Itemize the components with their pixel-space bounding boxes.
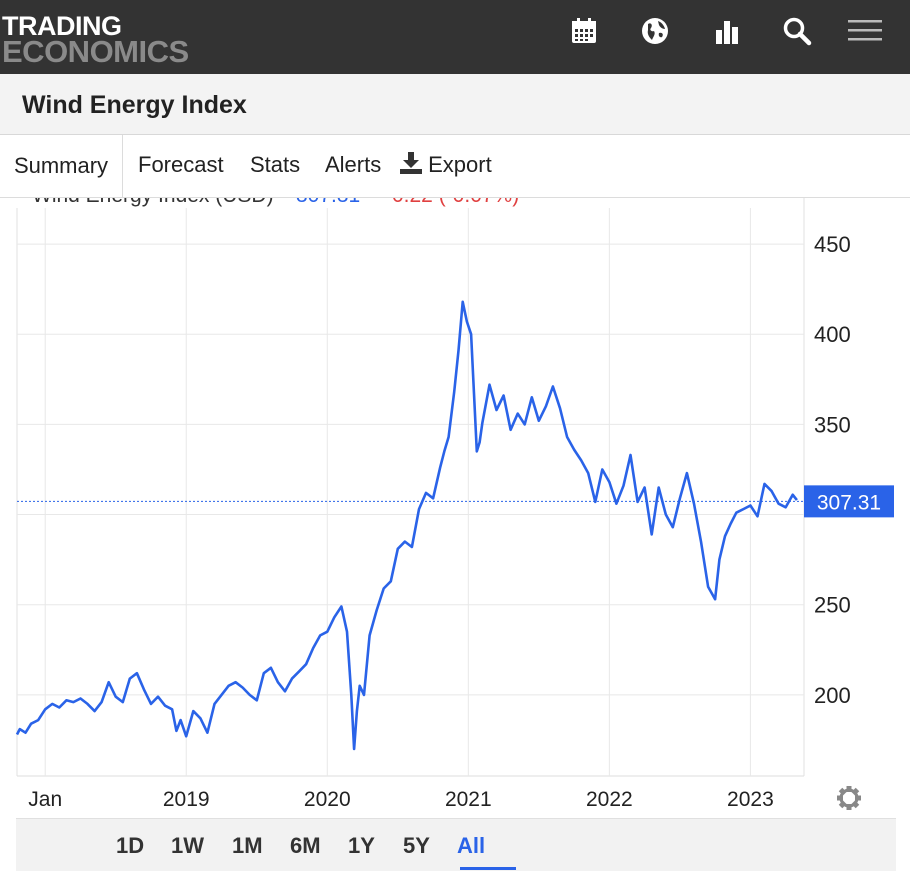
y-tick-label: 400	[814, 322, 851, 347]
tab-bar: Summary Forecast Stats Alerts Export	[0, 135, 910, 198]
y-tick-label: 200	[814, 683, 851, 708]
x-tick-label: 2023	[727, 788, 774, 811]
chart-legend-change: -0.22 (-0.07%)	[385, 198, 519, 207]
tab-stats[interactable]: Stats	[250, 152, 300, 178]
last-value-label: 307.31	[817, 491, 881, 514]
range-all[interactable]: All	[457, 833, 486, 858]
calendar-icon[interactable]	[569, 16, 599, 46]
range-active-indicator	[460, 867, 516, 870]
bar-chart-icon[interactable]	[712, 16, 742, 46]
search-icon[interactable]	[782, 16, 812, 46]
tab-forecast[interactable]: Forecast	[138, 152, 224, 178]
range-1m[interactable]: 1M	[232, 833, 263, 858]
tab-alerts[interactable]: Alerts	[325, 152, 381, 178]
price-chart[interactable]: 200 250 350 400 450 Jan 2019 2020 2021 2022 2023 30…	[0, 184, 910, 883]
tab-forecast-label: Forecast	[138, 152, 224, 177]
range-1d[interactable]: 1D	[116, 833, 145, 858]
chart-legend-price: 307.31	[296, 198, 360, 207]
price-series-line	[15, 300, 798, 751]
range-selector: 1D 1W 1M 6M 1Y 5Y All	[16, 818, 896, 871]
tab-export-label: Export	[428, 152, 492, 177]
tab-alerts-label: Alerts	[325, 152, 382, 177]
brand-logo[interactable]: TRADING ECONOMICS	[2, 11, 189, 69]
range-1y[interactable]: 1Y	[348, 833, 375, 858]
globe-icon[interactable]	[640, 16, 670, 46]
x-tick-label: 2022	[586, 788, 633, 811]
x-tick-label: 2021	[445, 788, 492, 811]
y-tick-label: 450	[814, 232, 851, 257]
menu-icon[interactable]	[848, 16, 882, 46]
range-1w[interactable]: 1W	[171, 833, 204, 858]
page-title: Wind Energy Index	[22, 91, 247, 119]
x-tick-label: 2019	[163, 788, 210, 811]
tab-summary-label: Summary	[13, 153, 109, 178]
download-icon	[400, 152, 422, 174]
range-6m[interactable]: 6M	[290, 833, 321, 858]
x-tick-label: 2020	[304, 788, 351, 811]
range-5y[interactable]: 5Y	[403, 833, 430, 858]
last-value-badge	[804, 485, 894, 518]
y-tick-label: 250	[814, 593, 851, 618]
top-navbar: TRADING ECONOMICS	[0, 0, 910, 74]
y-tick-label: 350	[814, 412, 851, 437]
x-tick-label: Jan	[28, 788, 62, 811]
tab-summary[interactable]: Summary	[0, 135, 123, 197]
brand-line-2: ECONOMICS	[2, 34, 189, 69]
chart-legend-name: Wind Energy Index (USD)	[32, 198, 274, 207]
tab-export[interactable]: Export	[400, 152, 492, 178]
chart-area: 200 250 350 400 450 Jan 2019 2020 2021 2022 2023 30…	[0, 184, 910, 883]
title-bar: Wind Energy Index	[0, 74, 910, 135]
brand-line-1: TRADING	[2, 11, 122, 41]
gear-icon[interactable]	[837, 786, 861, 810]
tab-stats-label: Stats	[250, 152, 301, 177]
